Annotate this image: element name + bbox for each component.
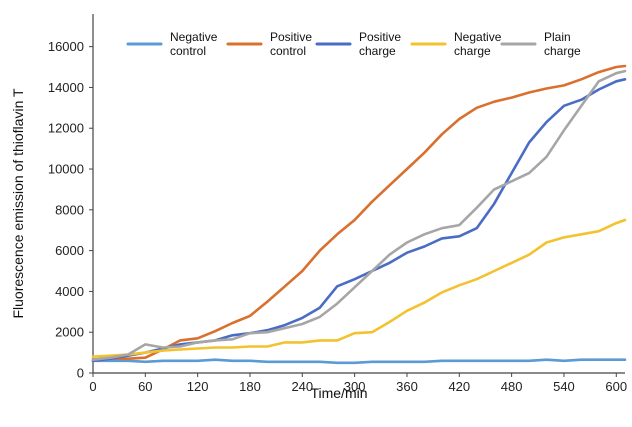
y-tick-label: 8000 [55,202,84,217]
x-tick-label: 300 [344,379,366,394]
series-line-positive-charge [91,78,627,363]
x-axis-title: Time/min [310,385,367,401]
x-tick-label: 480 [501,379,523,394]
series-line-negative-charge [91,218,627,359]
y-tick-label: 6000 [55,243,84,258]
x-tick-label: 420 [448,379,470,394]
legend-item-negative-charge: Negative charge [410,30,502,58]
y-tick-label: 10000 [48,162,84,177]
y-tick-label: 2000 [55,325,84,340]
legend-item-positive-control: Positive control [226,30,312,58]
y-tick-label: 4000 [55,284,84,299]
x-tick-label: 120 [187,379,209,394]
x-tick-label: 0 [89,379,96,394]
x-tick-label: 360 [396,379,418,394]
legend-label: Positive control [270,30,312,58]
series-lines [91,64,627,365]
legend: Negative control Positive control Positive ch… [126,30,581,58]
x-tick-label: 60 [138,379,152,394]
legend-item-plain-charge: Plain charge [500,30,581,58]
x-tick-label: 180 [239,379,261,394]
legend-label: Negative charge [454,30,502,58]
legend-label: Positive charge [359,30,401,58]
legend-label: Negative control [170,30,218,58]
x-tick-label: 540 [553,379,575,394]
y-tick-label: 14000 [48,80,84,95]
x-tick-label: 600 [605,379,627,394]
ticks: 0 60 120 180 240 300 360 420 480 540 6000200040006… [48,39,627,394]
series-line-negative-control [91,358,627,365]
x-tick-label: 240 [291,379,313,394]
legend-item-negative-control: Negative control [126,30,218,58]
y-axis-title: Fluorescence emission of thioflavin T [10,88,26,319]
legend-label: Plain charge [544,30,581,58]
y-tick-label: 16000 [48,39,84,54]
series-line-plain-charge [91,69,627,362]
y-tick-label: 12000 [48,121,84,136]
series-line-positive-control [91,64,627,362]
y-tick-label: 0 [77,366,84,381]
legend-item-positive-charge: Positive charge [315,30,401,58]
axes [92,14,625,374]
